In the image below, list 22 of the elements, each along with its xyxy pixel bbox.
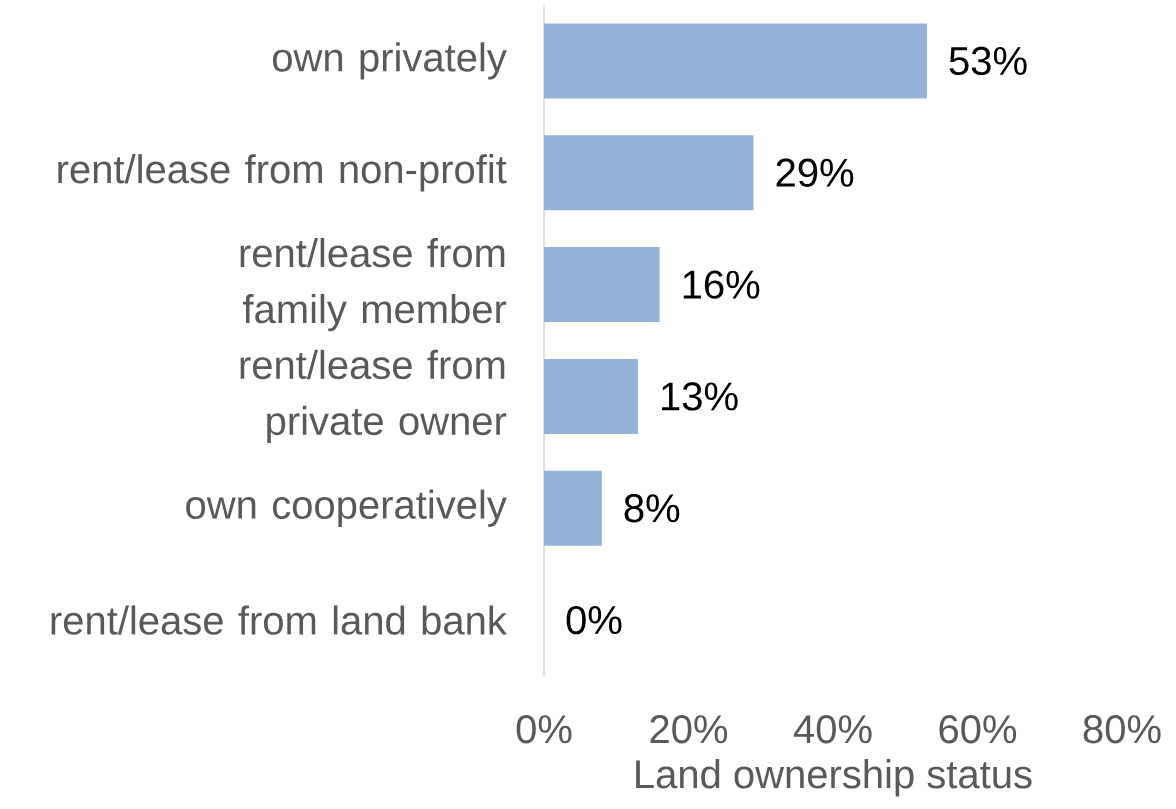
x-tick-label: 20% [650,715,728,744]
x-tick-label: 60% [939,715,1017,744]
bar [544,135,754,211]
x-tick-label: 80% [1083,715,1161,744]
bar [544,23,927,99]
x-axis-title: Land ownership status [636,759,1032,797]
y-tick-label: rent/lease from private owner [240,349,507,444]
y-tick-label: own privately [272,42,507,80]
data-label: 8% [624,494,680,523]
y-tick-label: own cooperatively [186,489,507,527]
data-label: 53% [949,46,1027,76]
data-label: 16% [683,270,760,299]
data-label: 0% [566,605,622,635]
data-label: 13% [662,382,738,411]
bar [544,358,638,434]
x-tick-label: 0% [516,715,572,744]
x-tick-label: 40% [793,715,872,744]
bar [544,470,602,546]
y-tick-label: rent/lease from land bank [51,605,507,635]
y-tick-label: rent/lease from non-profit [58,154,507,192]
data-label: 29% [776,158,854,187]
bar [544,247,660,323]
